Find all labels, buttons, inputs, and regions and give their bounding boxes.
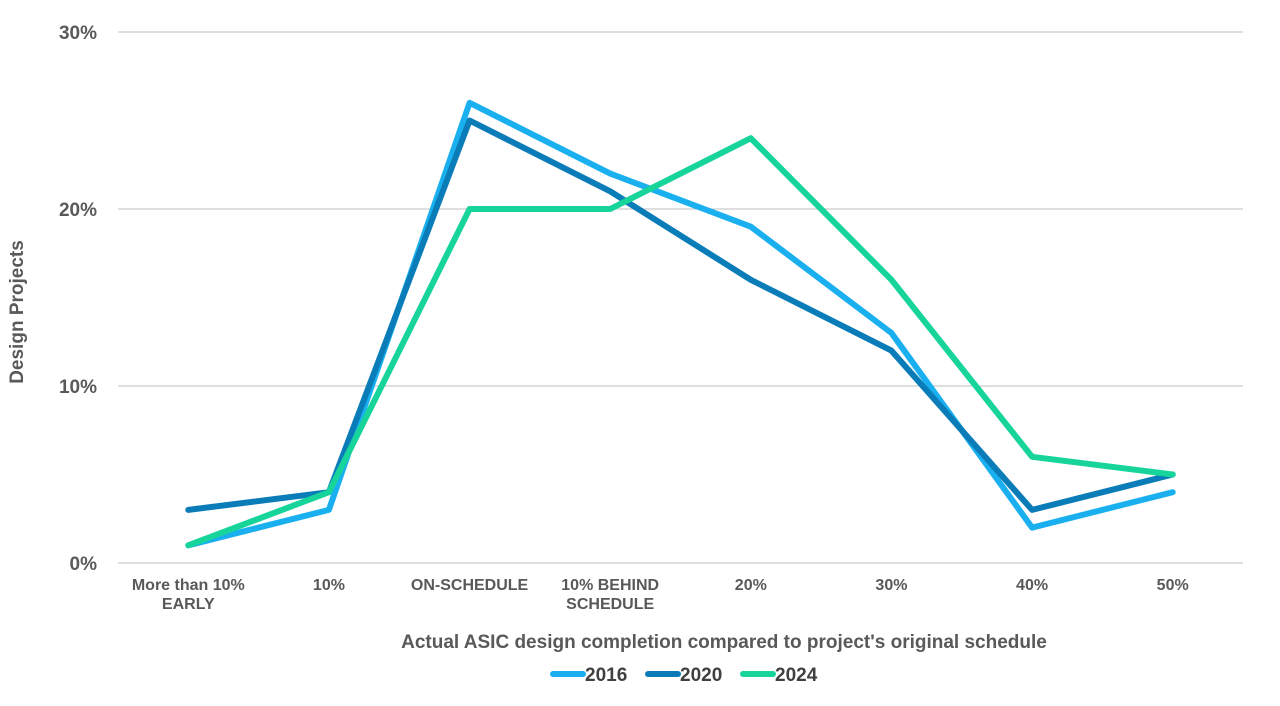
- series-line-2020: [185, 117, 1176, 513]
- x-tick-label: 40%: [1016, 577, 1048, 594]
- x-tick-label: 30%: [875, 577, 907, 594]
- y-tick-label: 20%: [59, 200, 97, 221]
- legend-label-2020: 2020: [680, 665, 722, 686]
- y-tick-label: 30%: [59, 23, 97, 44]
- legend-label-2024: 2024: [775, 665, 818, 686]
- series-line-2024: [185, 135, 1176, 549]
- series-lines: [185, 99, 1176, 549]
- legend-label-2016: 2016: [585, 665, 627, 686]
- y-axis-title: Design Projects: [7, 240, 28, 384]
- y-tick-label: 10%: [59, 377, 97, 398]
- x-tick-label: 20%: [735, 577, 767, 594]
- legend: 2016 2020 2024: [550, 665, 818, 686]
- x-tick-label: More than 10% EARLY: [132, 577, 245, 613]
- x-axis-title: Actual ASIC design completion compared t…: [401, 632, 1047, 653]
- x-axis-ticks: More than 10% EARLY 10% ON-SCHEDULE 10% BEHI…: [132, 577, 1189, 613]
- y-axis-ticks: 0% 10% 20% 30%: [59, 23, 97, 575]
- gridlines: [118, 31, 1243, 564]
- x-tick-label: 10%: [313, 577, 345, 594]
- x-tick-label: 10% BEHIND SCHEDULE: [561, 577, 659, 613]
- x-tick-label: 50%: [1157, 577, 1189, 594]
- y-tick-label: 0%: [70, 554, 98, 575]
- x-tick-label: ON-SCHEDULE: [411, 577, 529, 594]
